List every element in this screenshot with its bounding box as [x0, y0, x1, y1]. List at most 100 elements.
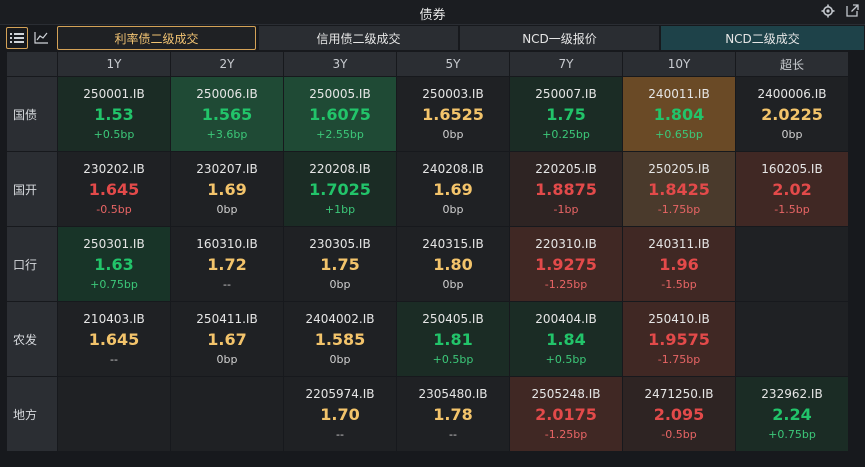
bond-yield: 1.96: [659, 255, 699, 274]
bond-yield: 1.804: [653, 105, 705, 124]
line-chart-icon: [34, 29, 48, 48]
bond-change: -1.25bp: [544, 278, 588, 291]
bond-cell[interactable]: 2404002.IB 1.585 0bp: [284, 302, 396, 376]
row-header[interactable]: 国债: [7, 77, 57, 151]
header-corner: [7, 52, 57, 76]
bond-change: -1.75bp: [657, 353, 701, 366]
bond-code: 210403.IB: [83, 312, 145, 326]
bond-change: +0.25bp: [542, 128, 590, 141]
bond-change: +0.75bp: [90, 278, 138, 291]
bond-cell[interactable]: 2505248.IB 2.0175 -1.25bp: [510, 377, 622, 451]
bond-cell[interactable]: 250005.IB 1.6075 +2.55bp: [284, 77, 396, 151]
bond-change: -1.75bp: [657, 203, 701, 216]
bond-change: +3.6bp: [206, 128, 248, 141]
bond-code: 250003.IB: [422, 87, 484, 101]
column-header[interactable]: 7Y: [510, 52, 622, 76]
tab-rate-bond-secondary[interactable]: 利率债二级成交: [57, 26, 256, 50]
window-title: 债券: [419, 8, 446, 23]
bond-cell[interactable]: 220310.IB 1.9275 -1.25bp: [510, 227, 622, 301]
bond-yield: 2.24: [772, 405, 812, 424]
bond-yield: 1.72: [207, 255, 247, 274]
bond-change: -0.5bp: [96, 203, 132, 216]
bond-yield: 1.7025: [309, 180, 371, 199]
tab-ncd-secondary[interactable]: NCD二级成交: [661, 26, 864, 50]
bond-code: 2471250.IB: [644, 387, 714, 401]
bond-cell[interactable]: 250411.IB 1.67 0bp: [171, 302, 283, 376]
bond-cell[interactable]: 232962.IB 2.24 +0.75bp: [736, 377, 848, 451]
bond-cell[interactable]: 240208.IB 1.69 0bp: [397, 152, 509, 226]
row-header[interactable]: 国开: [7, 152, 57, 226]
bond-change: --: [223, 278, 231, 291]
column-header[interactable]: 3Y: [284, 52, 396, 76]
bond-change: --: [110, 353, 118, 366]
empty-cell: [736, 302, 848, 376]
bond-cell[interactable]: 230207.IB 1.69 0bp: [171, 152, 283, 226]
bond-change: 0bp: [442, 278, 464, 291]
bond-yield: 1.69: [207, 180, 247, 199]
bond-change: +2.55bp: [316, 128, 364, 141]
column-header[interactable]: 2Y: [171, 52, 283, 76]
bond-code: 240311.IB: [648, 237, 710, 251]
chart-view-button[interactable]: [30, 27, 52, 49]
bond-code: 160310.IB: [196, 237, 258, 251]
bond-code: 220310.IB: [535, 237, 597, 251]
column-header[interactable]: 10Y: [623, 52, 735, 76]
bond-cell[interactable]: 220205.IB 1.8875 -1bp: [510, 152, 622, 226]
column-header[interactable]: 5Y: [397, 52, 509, 76]
bond-cell[interactable]: 230202.IB 1.645 -0.5bp: [58, 152, 170, 226]
bond-code: 250405.IB: [422, 312, 484, 326]
bond-cell[interactable]: 250205.IB 1.8425 -1.75bp: [623, 152, 735, 226]
bond-cell[interactable]: 250003.IB 1.6525 0bp: [397, 77, 509, 151]
bond-yield: 2.095: [653, 405, 705, 424]
bond-change: +0.75bp: [768, 428, 816, 441]
bond-code: 2205974.IB: [305, 387, 375, 401]
bond-change: -1bp: [553, 203, 579, 216]
bond-yield: 1.67: [207, 330, 247, 349]
column-header[interactable]: 超长: [736, 52, 848, 76]
tab-ncd-primary-quote[interactable]: NCD一级报价: [460, 26, 659, 50]
tab-credit-bond-secondary[interactable]: 信用债二级成交: [259, 26, 458, 50]
bond-cell[interactable]: 220208.IB 1.7025 +1bp: [284, 152, 396, 226]
bond-cell[interactable]: 2305480.IB 1.78 --: [397, 377, 509, 451]
bond-cell[interactable]: 250405.IB 1.81 +0.5bp: [397, 302, 509, 376]
bond-code: 250006.IB: [196, 87, 258, 101]
bond-cell[interactable]: 160205.IB 2.02 -1.5bp: [736, 152, 848, 226]
bond-cell[interactable]: 2400006.IB 2.0225 0bp: [736, 77, 848, 151]
bond-cell[interactable]: 160310.IB 1.72 --: [171, 227, 283, 301]
bond-cell[interactable]: 250007.IB 1.75 +0.25bp: [510, 77, 622, 151]
bond-cell[interactable]: 210403.IB 1.645 --: [58, 302, 170, 376]
bond-change: 0bp: [442, 128, 464, 141]
bond-yield: 1.645: [88, 180, 140, 199]
bond-code: 2305480.IB: [418, 387, 488, 401]
row-header[interactable]: 农发: [7, 302, 57, 376]
bond-cell[interactable]: 250301.IB 1.63 +0.75bp: [58, 227, 170, 301]
bond-cell[interactable]: 240315.IB 1.80 0bp: [397, 227, 509, 301]
bond-cell[interactable]: 250006.IB 1.565 +3.6bp: [171, 77, 283, 151]
column-header[interactable]: 1Y: [58, 52, 170, 76]
bond-change: -0.5bp: [661, 428, 697, 441]
bond-code: 220205.IB: [535, 162, 597, 176]
bond-yield: 1.53: [94, 105, 134, 124]
bond-change: 0bp: [329, 278, 351, 291]
gear-icon[interactable]: [820, 4, 836, 20]
bond-code: 240315.IB: [422, 237, 484, 251]
bond-change: +0.5bp: [432, 353, 474, 366]
row-header[interactable]: 地方: [7, 377, 57, 451]
bond-cell[interactable]: 250410.IB 1.9575 -1.75bp: [623, 302, 735, 376]
bond-code: 230305.IB: [309, 237, 371, 251]
bond-cell[interactable]: 250001.IB 1.53 +0.5bp: [58, 77, 170, 151]
bond-code: 250301.IB: [83, 237, 145, 251]
bond-cell[interactable]: 2471250.IB 2.095 -0.5bp: [623, 377, 735, 451]
bond-cell[interactable]: 200404.IB 1.84 +0.5bp: [510, 302, 622, 376]
bond-cell[interactable]: 240311.IB 1.96 -1.5bp: [623, 227, 735, 301]
window-titlebar: 债券: [0, 0, 865, 25]
bond-cell[interactable]: 2205974.IB 1.70 --: [284, 377, 396, 451]
bond-cell[interactable]: 240011.IB 1.804 +0.65bp: [623, 77, 735, 151]
bond-code: 250001.IB: [83, 87, 145, 101]
popout-icon[interactable]: [844, 4, 860, 20]
bond-cell[interactable]: 230305.IB 1.75 0bp: [284, 227, 396, 301]
row-header[interactable]: 口行: [7, 227, 57, 301]
bond-yield: 2.0175: [535, 405, 597, 424]
list-view-button[interactable]: [6, 27, 28, 49]
bond-code: 2505248.IB: [531, 387, 601, 401]
